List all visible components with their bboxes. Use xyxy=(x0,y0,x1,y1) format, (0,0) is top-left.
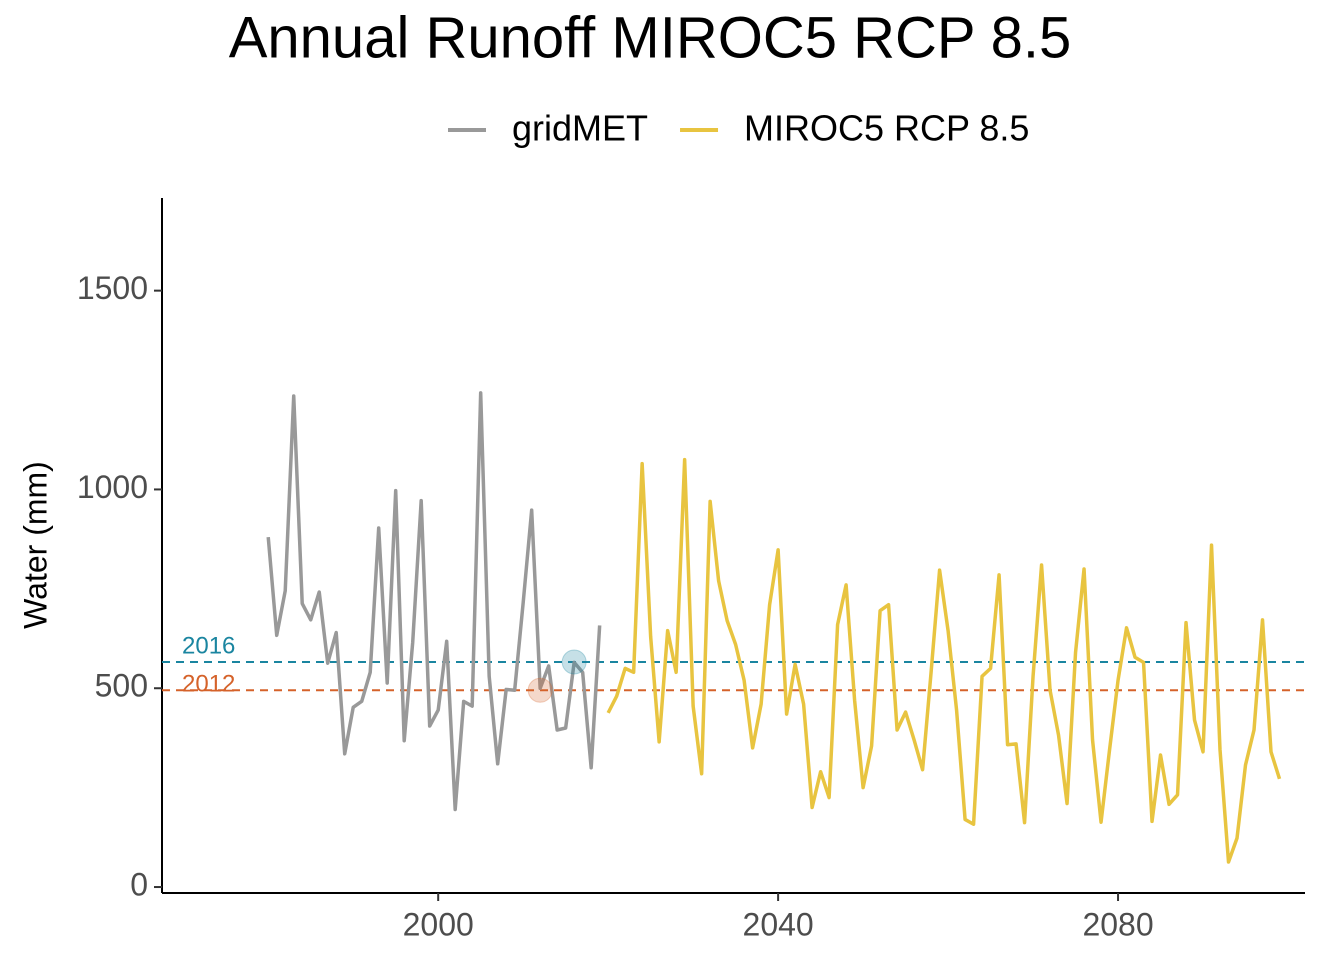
chart-title: Annual Runoff MIROC5 RCP 8.5 xyxy=(229,5,1072,70)
x-tick-label: 2080 xyxy=(1082,906,1153,942)
reference-label: 2012 xyxy=(182,671,235,698)
y-tick-label: 500 xyxy=(95,668,148,704)
reference-point xyxy=(527,677,553,703)
series-line xyxy=(266,391,602,812)
reference-label: 2016 xyxy=(182,632,235,659)
reference-point xyxy=(561,649,587,675)
y-tick-label: 1000 xyxy=(77,469,148,505)
y-tick-label: 0 xyxy=(130,866,148,902)
legend-label: MIROC5 RCP 8.5 xyxy=(744,108,1029,149)
y-axis-title: Water (mm) xyxy=(17,461,53,629)
x-tick-label: 2040 xyxy=(743,906,814,942)
legend-label: gridMET xyxy=(512,108,648,149)
series-line xyxy=(606,457,1282,864)
y-tick-label: 1500 xyxy=(77,270,148,306)
x-tick-label: 2000 xyxy=(403,906,474,942)
